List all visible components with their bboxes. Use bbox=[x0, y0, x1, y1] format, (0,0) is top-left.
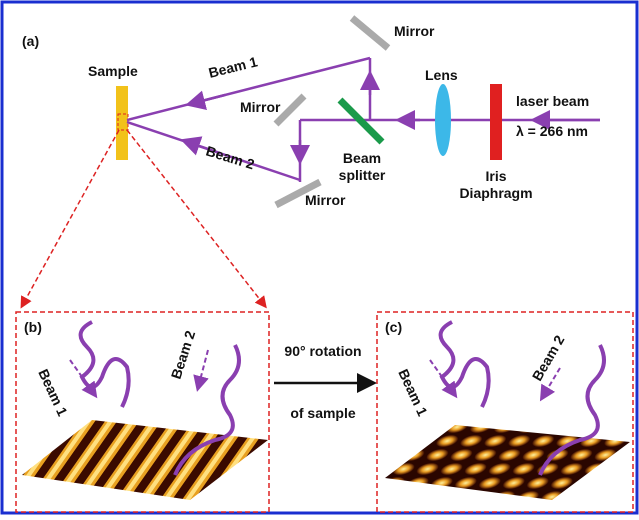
beam-label: Beam 1 bbox=[207, 53, 259, 81]
beam-label: Beam 1 bbox=[35, 367, 71, 419]
iris-label: Iris bbox=[485, 168, 506, 184]
beam-label: Beam 2 bbox=[204, 143, 257, 173]
arrow bbox=[190, 95, 225, 104]
beam-label: Beam 2 bbox=[529, 332, 568, 383]
laser-label: laser beam bbox=[516, 93, 589, 109]
splitter-label: Beam bbox=[343, 150, 381, 166]
lens bbox=[435, 84, 451, 156]
panel-label: (a) bbox=[22, 33, 39, 49]
arrow bbox=[198, 350, 208, 388]
sample-label: Sample bbox=[88, 63, 138, 79]
mirror-label: Mirror bbox=[394, 23, 435, 39]
mirror-label: Mirror bbox=[240, 99, 281, 115]
zoom-line bbox=[22, 130, 119, 306]
panel-label: (b) bbox=[24, 319, 42, 335]
iris bbox=[490, 84, 502, 160]
beam-label: Beam 1 bbox=[395, 367, 431, 419]
wavelength-label: λ = 266 nm bbox=[516, 123, 588, 139]
splitter-label: splitter bbox=[339, 167, 386, 183]
rotation-label: of sample bbox=[290, 405, 356, 421]
mirror bbox=[352, 18, 388, 48]
rotation-label: 90° rotation bbox=[284, 343, 361, 359]
mirror-label: Mirror bbox=[305, 192, 346, 208]
lens-label: Lens bbox=[425, 67, 458, 83]
beam-label: Beam 2 bbox=[168, 328, 199, 381]
wave bbox=[81, 322, 129, 407]
iris-label: Diaphragm bbox=[459, 185, 532, 201]
figure: (a) Sample Beam 1 Beam 2 Mirror Mirror M… bbox=[0, 0, 639, 515]
panel-label: (c) bbox=[385, 319, 402, 335]
wave bbox=[441, 322, 489, 407]
